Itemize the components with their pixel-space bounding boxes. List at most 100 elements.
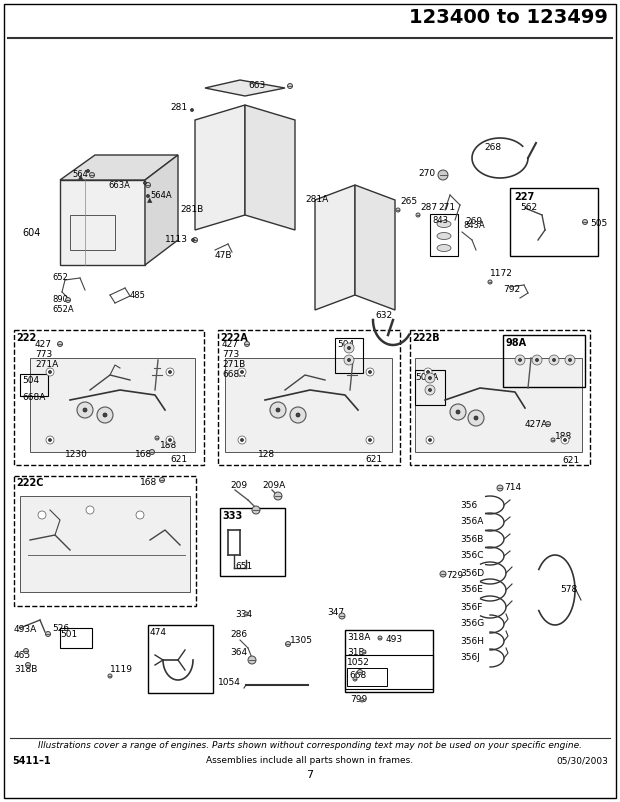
Circle shape: [353, 677, 357, 681]
Polygon shape: [20, 496, 190, 592]
Polygon shape: [415, 358, 582, 452]
Circle shape: [290, 407, 306, 423]
Circle shape: [428, 439, 432, 441]
Circle shape: [344, 355, 354, 365]
Text: 493A: 493A: [14, 625, 37, 634]
Bar: [347, 668, 387, 686]
Circle shape: [474, 416, 478, 420]
Text: 222C: 222C: [16, 478, 43, 488]
Text: 427A: 427A: [525, 420, 548, 429]
Circle shape: [146, 195, 149, 197]
Text: 564A: 564A: [150, 192, 172, 200]
Bar: [14, 476, 196, 606]
Text: 493: 493: [386, 635, 403, 644]
Circle shape: [518, 358, 521, 362]
Text: 318B: 318B: [14, 665, 37, 674]
Text: 578: 578: [560, 585, 577, 594]
Text: 843: 843: [432, 216, 448, 225]
Polygon shape: [225, 358, 392, 452]
Text: 1052: 1052: [347, 658, 370, 667]
Circle shape: [296, 413, 300, 417]
Circle shape: [425, 385, 435, 395]
Text: 668: 668: [349, 671, 366, 680]
Text: 334: 334: [235, 610, 252, 619]
Circle shape: [77, 402, 93, 418]
Text: 1113: 1113: [165, 236, 188, 245]
Circle shape: [136, 511, 144, 519]
Text: 652A: 652A: [52, 306, 74, 314]
Text: 501: 501: [60, 630, 78, 639]
Circle shape: [155, 436, 159, 440]
Text: 05/30/2003: 05/30/2003: [556, 756, 608, 765]
Circle shape: [276, 408, 280, 412]
Circle shape: [169, 371, 172, 374]
Circle shape: [416, 213, 420, 217]
Text: 5411–1: 5411–1: [12, 756, 51, 766]
Circle shape: [58, 342, 63, 346]
Text: 281A: 281A: [305, 196, 328, 205]
Text: 271: 271: [438, 204, 455, 213]
Bar: [70, 215, 115, 250]
Text: 564: 564: [72, 170, 88, 179]
Circle shape: [569, 358, 572, 362]
Circle shape: [450, 404, 466, 420]
Circle shape: [190, 108, 193, 111]
Text: 98A: 98A: [505, 338, 526, 348]
Circle shape: [252, 506, 260, 514]
Bar: [60, 628, 92, 648]
Polygon shape: [30, 358, 195, 452]
Text: 265: 265: [400, 197, 417, 206]
Ellipse shape: [437, 221, 451, 228]
Circle shape: [108, 674, 112, 678]
Text: Assemblies include all parts shown in frames.: Assemblies include all parts shown in fr…: [206, 756, 414, 765]
Circle shape: [87, 169, 89, 172]
Circle shape: [46, 436, 54, 444]
Polygon shape: [245, 105, 295, 230]
Circle shape: [274, 492, 282, 500]
Text: 792: 792: [503, 286, 520, 294]
Polygon shape: [315, 185, 355, 310]
Circle shape: [48, 371, 51, 374]
Text: 281: 281: [170, 103, 187, 112]
Circle shape: [192, 238, 195, 241]
Circle shape: [468, 410, 484, 426]
Text: 504A: 504A: [415, 373, 438, 382]
Circle shape: [378, 636, 382, 640]
Circle shape: [166, 436, 174, 444]
Bar: [410, 330, 590, 465]
Circle shape: [426, 436, 434, 444]
Text: 356C: 356C: [460, 552, 484, 561]
Text: 356D: 356D: [460, 569, 484, 577]
Text: 526: 526: [52, 624, 69, 633]
Text: 356G: 356G: [460, 619, 484, 629]
Circle shape: [238, 436, 246, 444]
Text: 123400 to 123499: 123400 to 123499: [409, 8, 608, 27]
Bar: [415, 370, 445, 405]
Circle shape: [244, 612, 248, 616]
Text: 427: 427: [222, 340, 239, 349]
Polygon shape: [195, 105, 245, 230]
Circle shape: [532, 355, 542, 365]
Polygon shape: [145, 155, 178, 265]
Bar: [345, 655, 433, 689]
Circle shape: [456, 410, 460, 414]
Circle shape: [46, 368, 54, 376]
Text: 286: 286: [230, 630, 247, 639]
Circle shape: [25, 662, 30, 667]
Polygon shape: [60, 155, 178, 180]
Text: 188: 188: [160, 441, 177, 450]
Text: 1305: 1305: [290, 636, 313, 645]
Circle shape: [97, 407, 113, 423]
Text: 504: 504: [337, 340, 354, 349]
Text: 843A: 843A: [463, 221, 485, 230]
Circle shape: [583, 220, 588, 225]
Text: 271A: 271A: [35, 360, 58, 369]
Text: 222B: 222B: [412, 333, 440, 343]
Text: 652: 652: [52, 273, 68, 282]
Circle shape: [425, 373, 435, 383]
Text: 773: 773: [222, 350, 239, 359]
Text: 47B: 47B: [215, 252, 232, 261]
Circle shape: [339, 613, 345, 619]
Circle shape: [552, 358, 556, 362]
Polygon shape: [60, 180, 145, 265]
